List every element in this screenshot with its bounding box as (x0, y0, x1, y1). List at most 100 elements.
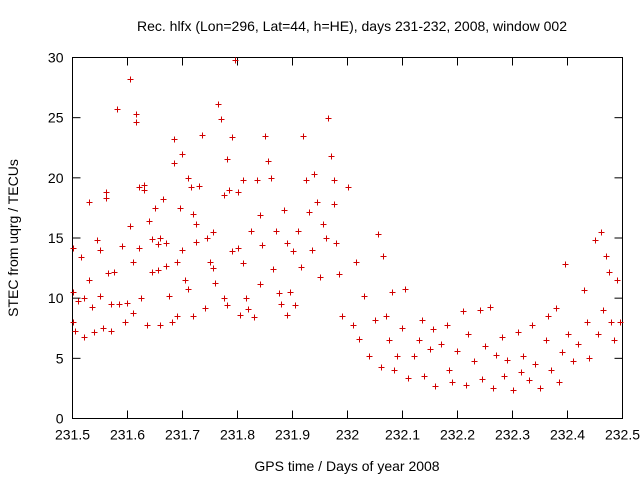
data-point (504, 357, 511, 364)
y-tick-label: 10 (48, 290, 64, 306)
data-point (103, 189, 110, 196)
data-point (598, 229, 605, 236)
data-point (611, 337, 618, 344)
data-point (171, 136, 178, 143)
data-point (160, 196, 167, 203)
data-point (144, 322, 151, 329)
data-point (221, 192, 228, 199)
data-point (482, 343, 489, 350)
data-point (595, 331, 602, 338)
data-point (331, 177, 338, 184)
plot-frame (72, 57, 623, 419)
data-point (375, 231, 382, 238)
data-point (380, 253, 387, 260)
data-point (152, 205, 159, 212)
data-point (248, 228, 255, 235)
data-point (218, 116, 225, 123)
data-point (86, 277, 93, 284)
data-point (130, 259, 137, 266)
data-point (251, 314, 258, 321)
data-point (405, 375, 412, 382)
data-point (477, 307, 484, 314)
data-point (97, 247, 104, 254)
data-point (520, 353, 527, 360)
data-point (309, 247, 316, 254)
data-point (221, 295, 228, 302)
data-point (493, 352, 500, 359)
data-point (518, 369, 525, 376)
data-point (526, 377, 533, 384)
data-point (339, 313, 346, 320)
data-point (463, 382, 470, 389)
data-point (438, 341, 445, 348)
data-point (515, 329, 522, 336)
data-point (257, 281, 264, 288)
data-point (548, 367, 555, 374)
data-point (224, 156, 231, 163)
data-point (543, 337, 550, 344)
data-point (138, 295, 145, 302)
x-tick-label: 232.3 (495, 427, 530, 443)
data-point (559, 349, 566, 356)
data-point (190, 211, 197, 218)
data-point (240, 260, 247, 267)
data-point (171, 160, 178, 167)
data-point (284, 312, 291, 319)
data-point (81, 295, 88, 302)
data-point (617, 319, 624, 326)
data-point (72, 328, 79, 335)
x-tick-label: 231.6 (110, 427, 145, 443)
axis-ticks: 231.5 231.6 231.7 231.8 231.9 232 232.1 232.2 23… (48, 50, 640, 443)
data-point (163, 240, 170, 247)
data-point (124, 300, 131, 307)
data-point (94, 237, 101, 244)
data-point (608, 319, 615, 326)
data-point (257, 212, 264, 219)
data-point (570, 358, 577, 365)
y-tick-label: 15 (48, 230, 64, 246)
data-point (276, 290, 283, 297)
data-point (268, 175, 275, 182)
data-point (89, 304, 96, 311)
data-point (149, 236, 156, 243)
data-point (419, 317, 426, 324)
data-point (490, 385, 497, 392)
data-point (501, 373, 508, 380)
data-point (179, 151, 186, 158)
data-point (133, 119, 140, 126)
data-point (606, 269, 613, 276)
data-point (350, 322, 357, 329)
data-point (545, 313, 552, 320)
data-point (446, 367, 453, 374)
data-point (207, 259, 214, 266)
data-point (108, 328, 115, 335)
y-axis-label: STEC from uqrg / TECUs (5, 159, 21, 317)
x-tick-label: 232 (336, 427, 360, 443)
data-point (235, 245, 242, 252)
data-point (471, 358, 478, 365)
x-tick-label: 231.8 (220, 427, 255, 443)
data-point (166, 293, 173, 300)
data-point (586, 355, 593, 362)
data-point (592, 237, 599, 244)
data-point (366, 353, 373, 360)
data-point (479, 376, 486, 383)
data-point (100, 325, 107, 332)
data-point (300, 133, 307, 140)
data-point (378, 364, 385, 371)
data-point (81, 334, 88, 341)
data-point (311, 171, 318, 178)
data-point (237, 312, 244, 319)
data-point (254, 177, 261, 184)
data-point (295, 228, 302, 235)
data-point (553, 305, 560, 312)
data-point (226, 187, 233, 194)
data-point (303, 177, 310, 184)
data-point (75, 298, 82, 305)
data-point (136, 184, 143, 191)
data-point (287, 289, 294, 296)
data-point (614, 277, 621, 284)
data-point (127, 76, 134, 83)
data-point (323, 235, 330, 242)
data-point (265, 158, 272, 165)
